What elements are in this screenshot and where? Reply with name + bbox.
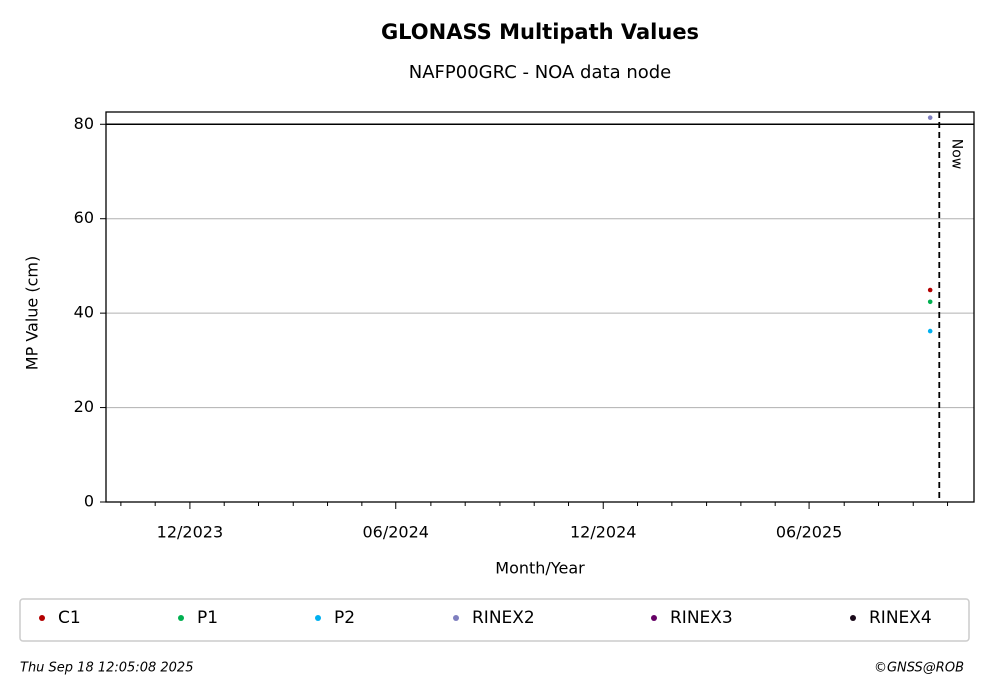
- x-tick-label: 06/2024: [363, 523, 429, 542]
- legend-box: [19, 598, 970, 642]
- legend-marker: [651, 615, 657, 621]
- x-tick-label: 06/2025: [776, 523, 842, 542]
- legend-marker: [453, 615, 459, 621]
- y-tick-label: 80: [74, 114, 94, 133]
- legend-marker: [178, 615, 184, 621]
- timestamp: Thu Sep 18 12:05:08 2025: [20, 661, 193, 676]
- y-tick-label: 60: [74, 208, 94, 227]
- plot-frame: [105, 111, 975, 503]
- x-axis-label: Month/Year: [495, 559, 585, 578]
- data-point: [927, 287, 933, 293]
- data-point: [927, 299, 933, 305]
- legend-label: RINEX3: [670, 608, 733, 628]
- legend-label: RINEX4: [869, 608, 932, 628]
- y-tick-label: 20: [74, 397, 94, 416]
- y-tick-label: 0: [84, 492, 94, 511]
- legend-label: RINEX2: [472, 608, 535, 628]
- data-point: [927, 115, 933, 120]
- legend-label: C1: [58, 608, 81, 628]
- now-label: Now: [948, 139, 964, 170]
- legend-label: P2: [334, 608, 355, 628]
- x-tick-label: 12/2024: [570, 523, 636, 542]
- y-tick-label: 40: [74, 303, 94, 322]
- legend-marker: [39, 615, 45, 621]
- legend-marker: [850, 615, 856, 621]
- y-axis-label: MP Value (cm): [23, 256, 42, 370]
- data-point: [927, 328, 933, 334]
- chart-subtitle: NAFP00GRC - NOA data node: [409, 62, 672, 83]
- legend-label: P1: [197, 608, 218, 628]
- x-tick-label: 12/2023: [157, 523, 223, 542]
- chart-title: GLONASS Multipath Values: [381, 20, 699, 44]
- credit: ©GNSS@ROB: [874, 661, 964, 676]
- legend-marker: [315, 615, 321, 621]
